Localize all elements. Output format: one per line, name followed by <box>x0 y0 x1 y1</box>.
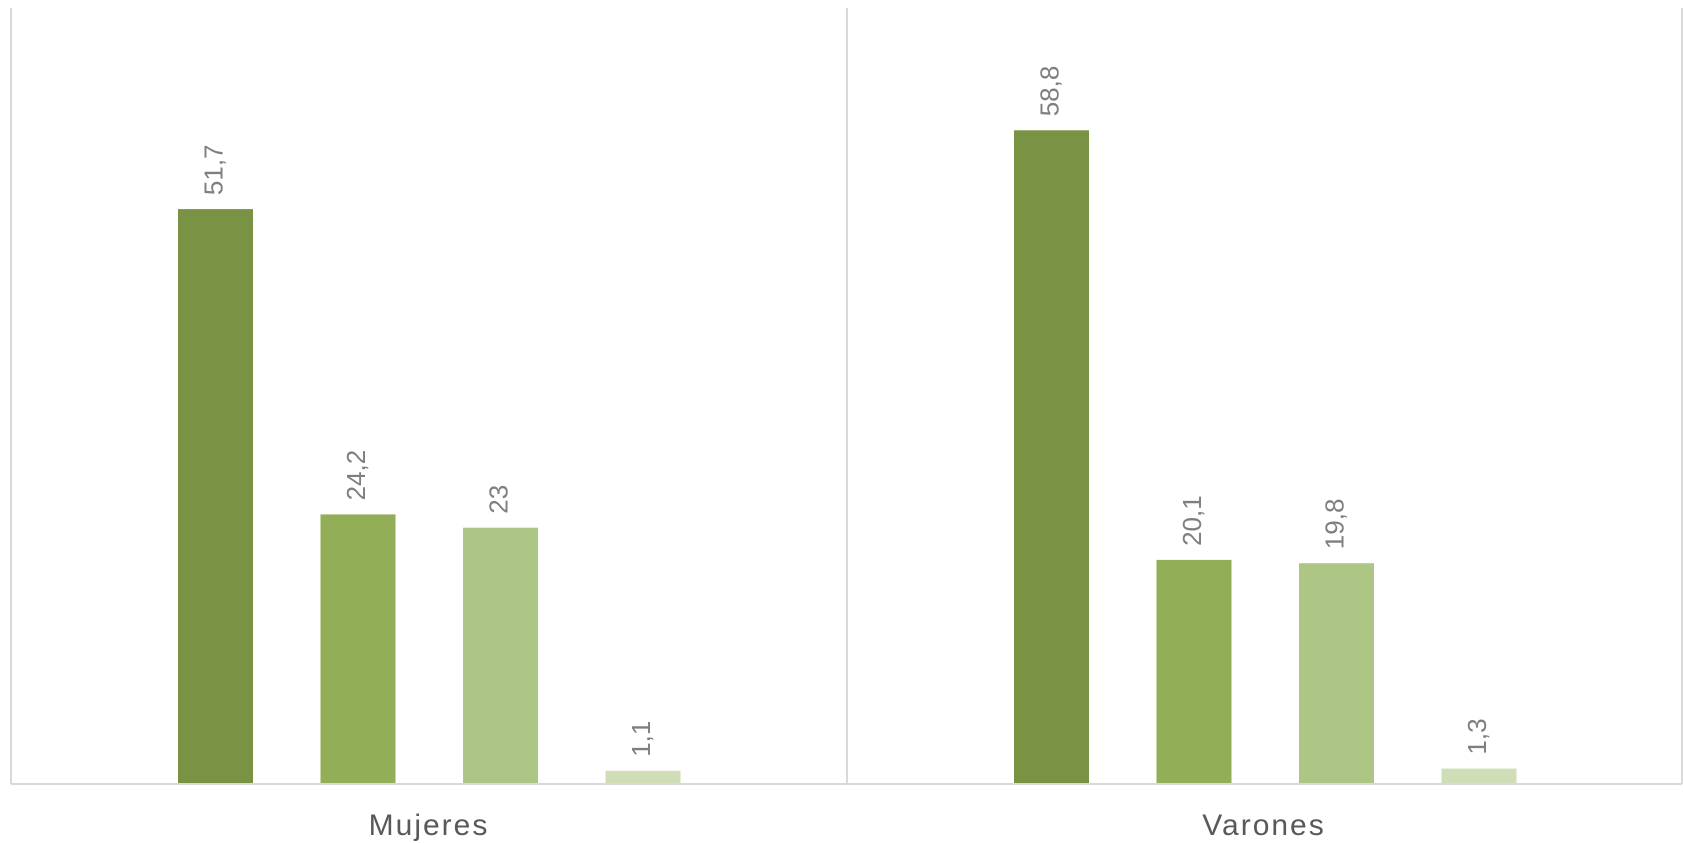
category-label-mujeres: Mujeres <box>369 809 490 842</box>
bar-varones-1 <box>1014 130 1089 784</box>
bar-mujeres-3 <box>463 527 538 783</box>
data-label-mujeres-2: 24,2 <box>341 450 371 501</box>
data-label-varones-2: 20,1 <box>1177 495 1207 546</box>
data-label-mujeres-1: 51,7 <box>198 144 228 195</box>
bar-mujeres-4 <box>605 770 681 783</box>
category-label-varones: Varones <box>1202 809 1326 842</box>
bar-mujeres-1 <box>178 209 253 784</box>
bar-varones-2 <box>1156 559 1232 783</box>
bar-varones-4 <box>1441 768 1517 783</box>
data-label-mujeres-3: 23 <box>483 485 513 514</box>
data-label-varones-1: 58,8 <box>1034 66 1064 117</box>
data-label-mujeres-4: 1,1 <box>626 721 656 757</box>
bar-varones-3 <box>1299 563 1374 783</box>
data-labels-layer: 51,7 24,2 23 1,1 58,8 20,1 19,8 1,3 <box>198 66 1492 757</box>
data-label-varones-3: 19,8 <box>1319 499 1349 550</box>
bar-mujeres-2 <box>320 514 396 783</box>
data-label-varones-4: 1,3 <box>1462 718 1492 754</box>
bars-layer <box>178 130 1517 784</box>
